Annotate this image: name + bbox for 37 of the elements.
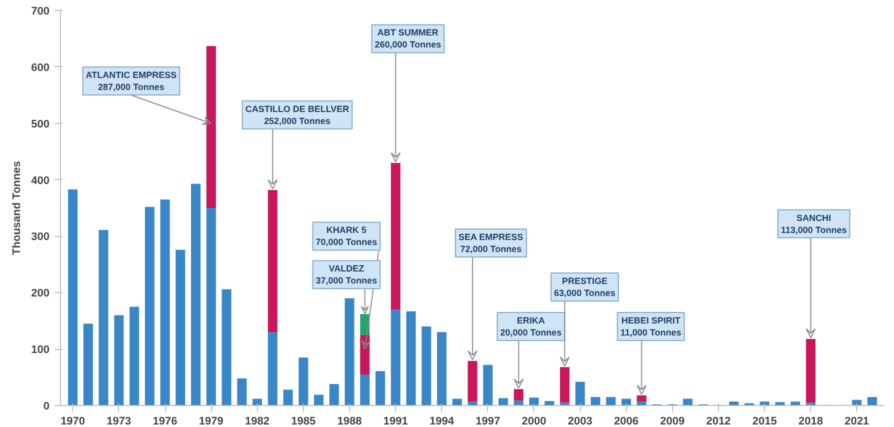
y-axis-title: Thousand Tonnes	[11, 161, 24, 255]
annotation: ERIKA 20,000 Tonnes	[500, 316, 562, 338]
x-tick-label: 1988	[337, 416, 362, 427]
annotation: CASTILLO DE BELLVER 252,000 Tonnes	[245, 104, 350, 126]
x-tick-label: 1982	[245, 416, 270, 427]
y-tick-label: 100	[31, 344, 50, 356]
x-tick-label: 1997	[476, 416, 500, 427]
x-tick-label: 1994	[430, 416, 455, 427]
y-tick-label: 700	[31, 6, 50, 18]
y-tick-label: 400	[31, 174, 50, 187]
x-tick-label: 1979	[198, 416, 224, 427]
y-tick-label: 600	[31, 62, 50, 74]
x-tick-label: 2003	[568, 416, 592, 427]
x-tick-label: 1973	[106, 416, 132, 427]
annotation: ABT SUMMER 260,000 Tonnes	[374, 28, 442, 50]
x-tick-label: 1985	[291, 416, 316, 427]
annotation: SEA EMPRESS 72,000 Tonnes	[458, 232, 524, 254]
annotation: PRESTIGE 63,000 Tonnes	[554, 276, 616, 298]
annotation: ATLANTIC EMPRESS 287,000 Tonnes	[86, 70, 177, 92]
y-tick-label: 500	[31, 118, 50, 130]
x-tick-label: 2021	[844, 416, 870, 427]
x-tick-label: 2006	[614, 416, 638, 427]
y-tick-label: 200	[31, 288, 50, 300]
y-tick-label: 300	[31, 231, 50, 244]
x-tick-label: 1991	[383, 416, 408, 427]
annotation: KHARK 5 70,000 Tonnes	[316, 225, 378, 248]
annotation: VALDEZ 37,000 Tonnes	[316, 264, 378, 286]
x-tick-label: 2015	[752, 416, 777, 427]
y-tick-label: 0	[43, 400, 50, 412]
x-tick-label: 1976	[152, 416, 178, 427]
x-tick-label: 1970	[60, 416, 86, 427]
x-tick-label: 2012	[706, 416, 731, 427]
x-tick-label: 2000	[522, 416, 546, 427]
annotation: HEBEI SPIRIT 11,000 Tonnes	[620, 316, 682, 338]
x-tick-label: 2018	[798, 416, 823, 427]
annotation: SANCHI 113,000 Tonnes	[780, 212, 847, 235]
x-tick-label: 2009	[660, 416, 685, 427]
